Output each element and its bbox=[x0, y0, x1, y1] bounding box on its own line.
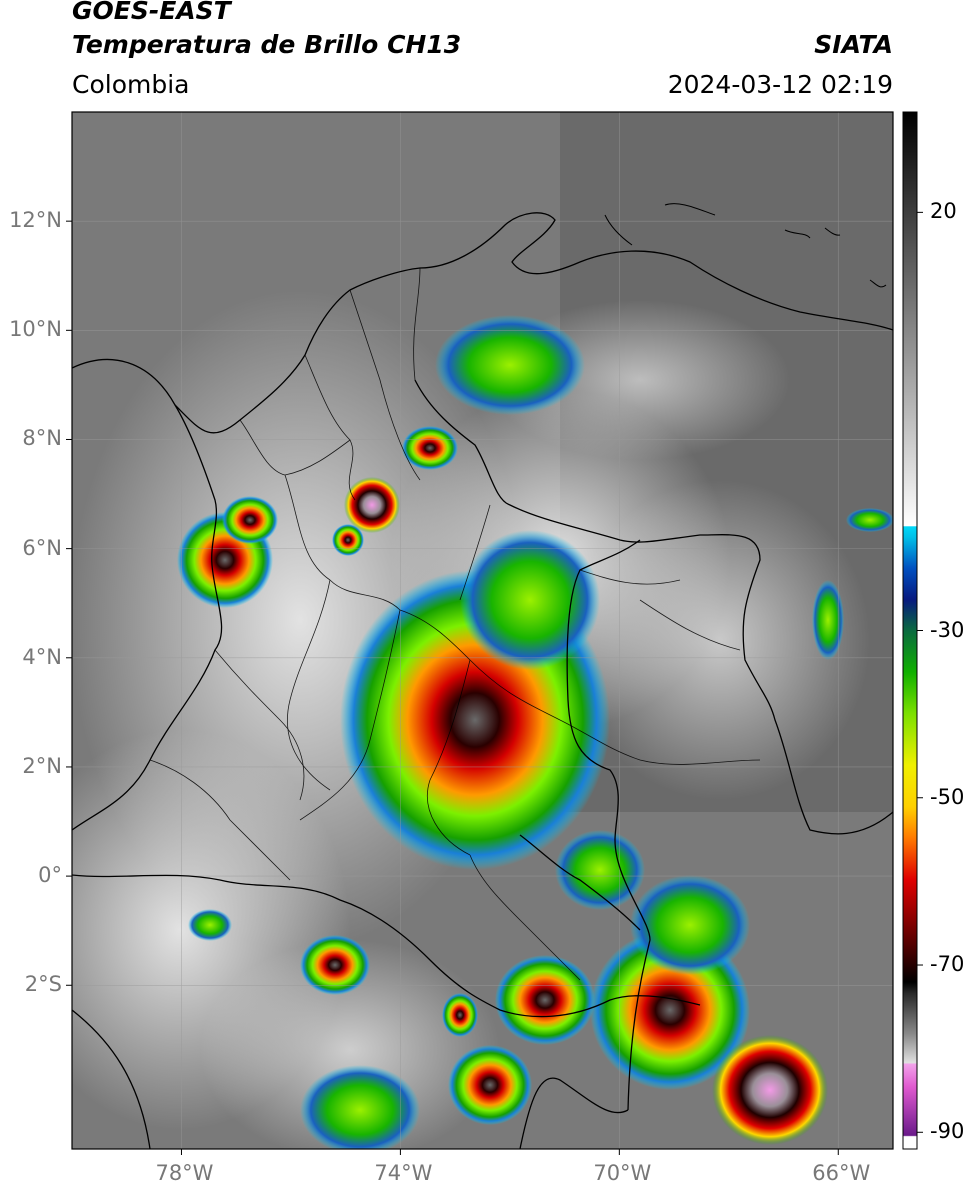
map-frame bbox=[71, 111, 894, 1150]
colorbar bbox=[902, 111, 918, 1150]
title-region: Colombia bbox=[72, 70, 190, 99]
lat-label: 12°N bbox=[9, 208, 62, 233]
lat-label: 4°N bbox=[22, 644, 62, 669]
title-datetime: 2024-03-12 02:19 bbox=[667, 70, 893, 99]
map-imagery bbox=[72, 112, 893, 1149]
colorbar-label: -30 bbox=[930, 617, 965, 642]
department-borders bbox=[149, 267, 761, 981]
lat-label: 8°N bbox=[22, 426, 62, 451]
title-organization: SIATA bbox=[814, 30, 893, 59]
colorbar-label: -90 bbox=[930, 1119, 965, 1144]
lon-label: 66°W bbox=[812, 1161, 871, 1185]
lat-label: 10°N bbox=[9, 317, 62, 342]
colorbar-ticks bbox=[917, 211, 923, 1133]
colorbar-label: -70 bbox=[930, 952, 965, 977]
axis-ticks bbox=[66, 220, 839, 1155]
lat-label: 6°N bbox=[22, 535, 62, 560]
lat-label: 2°N bbox=[22, 753, 62, 778]
colorbar-label: 20 bbox=[930, 199, 957, 224]
lon-label: 74°W bbox=[374, 1161, 433, 1185]
title-product: Temperatura de Brillo CH13 bbox=[72, 30, 462, 59]
lon-label: 78°W bbox=[155, 1161, 214, 1185]
borders bbox=[72, 212, 893, 1149]
lat-label: 2°S bbox=[24, 972, 62, 997]
gridlines bbox=[72, 112, 893, 1149]
lat-label: 0° bbox=[38, 863, 62, 888]
colorbar-label: -50 bbox=[930, 784, 965, 809]
lon-label: 70°W bbox=[593, 1161, 652, 1185]
title-satellite: GOES-EAST bbox=[72, 0, 231, 25]
